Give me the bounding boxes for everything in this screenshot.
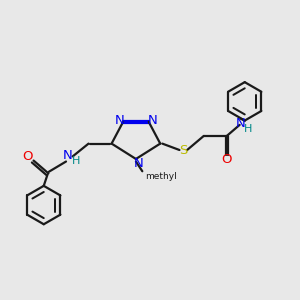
Text: N: N xyxy=(148,114,158,127)
Text: S: S xyxy=(179,143,188,157)
Text: N: N xyxy=(114,114,124,127)
Text: O: O xyxy=(222,153,232,166)
Text: methyl: methyl xyxy=(146,172,177,181)
Text: N: N xyxy=(63,149,73,162)
Text: H: H xyxy=(244,124,252,134)
Text: N: N xyxy=(236,117,246,130)
Text: H: H xyxy=(72,156,80,166)
Text: N: N xyxy=(134,157,144,170)
Text: O: O xyxy=(22,150,33,164)
